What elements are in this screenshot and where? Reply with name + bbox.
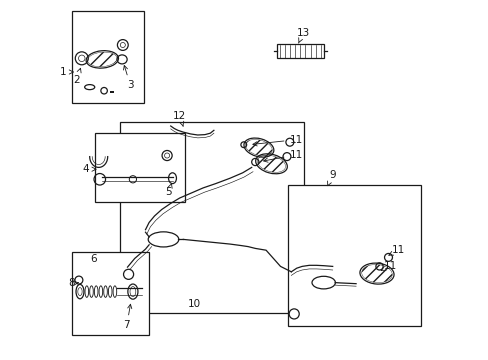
Bar — [120, 122, 303, 313]
Text: 12: 12 — [173, 111, 186, 126]
Bar — [72, 252, 149, 335]
Text: 7: 7 — [123, 304, 132, 330]
Text: 9: 9 — [327, 170, 335, 186]
Bar — [95, 133, 185, 202]
Text: 4: 4 — [82, 164, 96, 174]
Text: 5: 5 — [165, 184, 172, 197]
Text: 6: 6 — [90, 254, 97, 264]
Text: 8: 8 — [68, 278, 78, 288]
Text: 2: 2 — [73, 68, 81, 85]
Bar — [72, 11, 143, 103]
Bar — [287, 185, 420, 326]
Text: 1: 1 — [60, 67, 73, 77]
Text: 13: 13 — [296, 28, 309, 43]
Text: 3: 3 — [123, 66, 133, 90]
Text: 11: 11 — [381, 261, 397, 271]
Text: 11: 11 — [263, 150, 302, 162]
Text: 11: 11 — [252, 135, 302, 146]
Text: 10: 10 — [187, 299, 200, 309]
Bar — [276, 44, 323, 58]
Text: 11: 11 — [388, 245, 405, 255]
